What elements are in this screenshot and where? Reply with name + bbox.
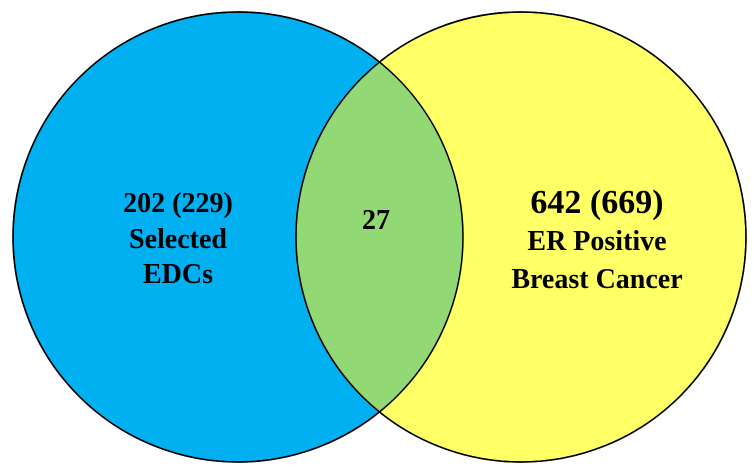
left-set-label-line2: EDCs — [143, 259, 213, 290]
left-set-outline — [12, 11, 464, 463]
left-set-label-line1: Selected — [129, 224, 227, 255]
right-set-label-line2: Breast Cancer — [511, 264, 682, 295]
left-set-count: 202 (229) — [123, 188, 233, 219]
right-set-count: 642 (669) — [530, 184, 663, 221]
intersection-region — [296, 12, 463, 462]
right-set-outline — [295, 11, 747, 463]
right-set-label-line1: ER Positive — [527, 226, 666, 257]
intersection-count: 27 — [362, 205, 390, 236]
